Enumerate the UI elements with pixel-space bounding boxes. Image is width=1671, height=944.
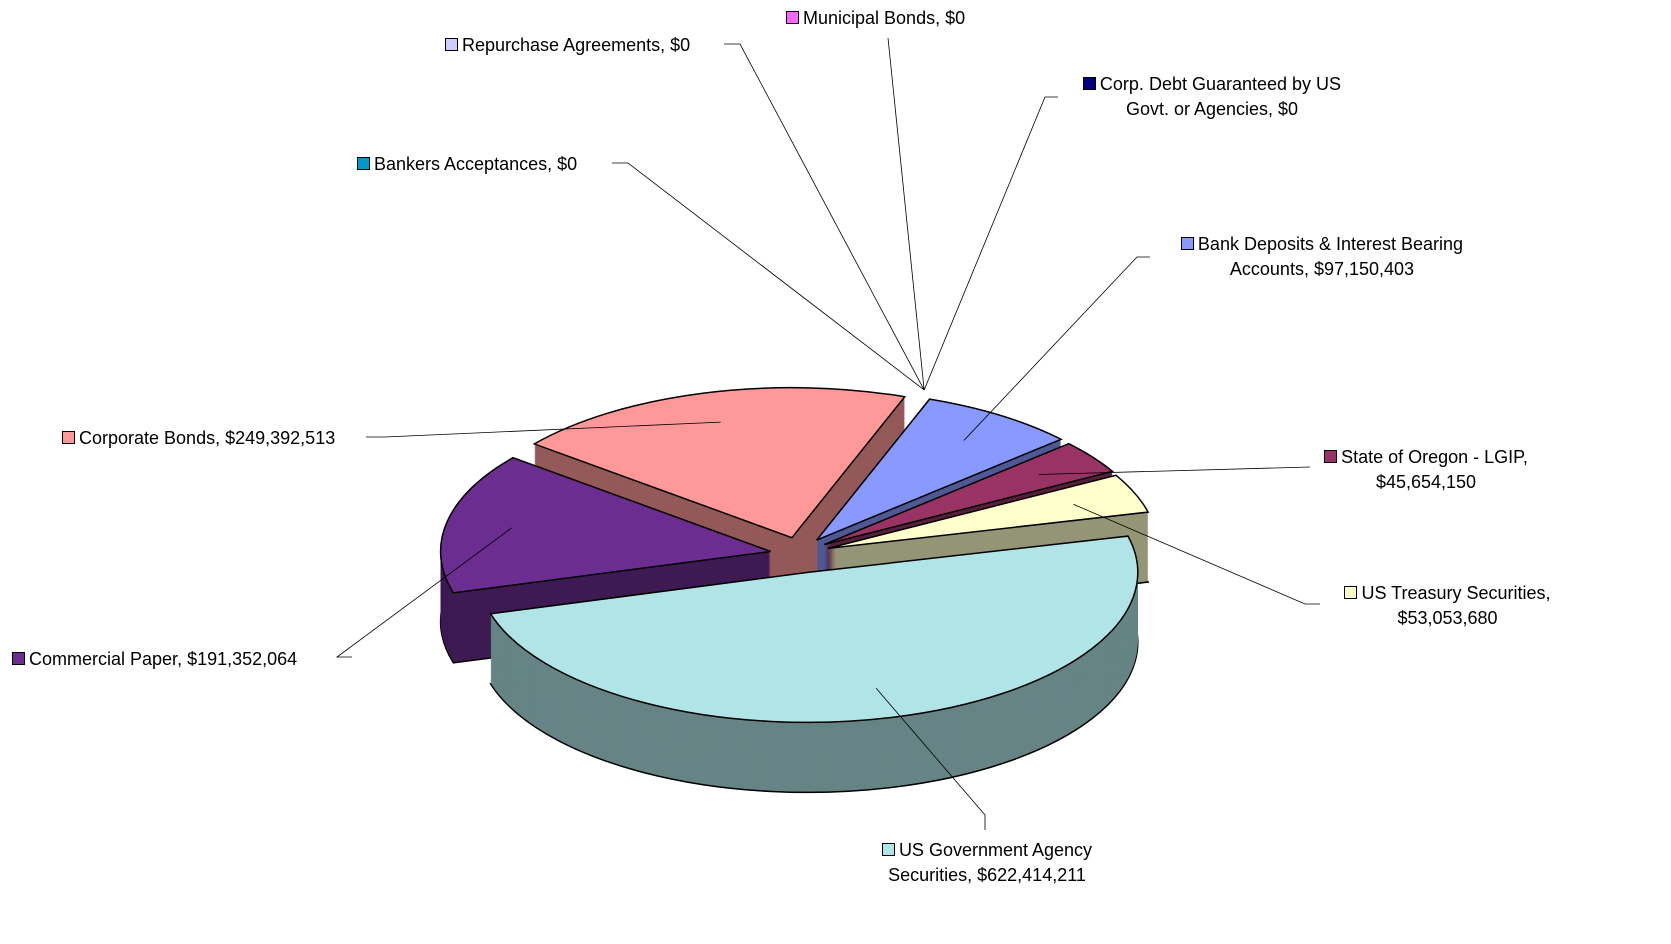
label-name: State of Oregon - LGIP xyxy=(1341,447,1523,467)
slice-label: US Government Agency Securities, $622,41… xyxy=(862,838,1112,888)
label-value: $249,392,513 xyxy=(225,428,336,448)
slice-label: US Treasury Securities, $53,053,680 xyxy=(1325,581,1570,631)
slice-top xyxy=(489,535,1139,724)
legend-swatch xyxy=(445,38,458,51)
label-value: $45,654,150 xyxy=(1375,472,1477,492)
legend-swatch xyxy=(1082,77,1096,90)
label-name: US Government Agency Securities xyxy=(888,840,1093,885)
slice-top xyxy=(824,442,1115,546)
label-value: $0 xyxy=(670,35,691,55)
leader-line xyxy=(366,421,721,438)
label-name: Corporate Bonds xyxy=(79,428,216,448)
pie-slice xyxy=(532,386,907,609)
label-name: Bank Deposits & Interest Bearing Account… xyxy=(1197,234,1464,279)
label-name: Commercial Paper xyxy=(29,649,178,669)
label-name: US Treasury Securities xyxy=(1361,583,1546,603)
leader-line xyxy=(1038,466,1311,475)
slice-label: Municipal Bonds, $0 xyxy=(786,6,1046,31)
leader-line xyxy=(335,527,512,658)
label-value: $622,414,211 xyxy=(977,865,1086,885)
leader-line xyxy=(887,37,925,390)
leader-line xyxy=(1073,503,1320,605)
slice-label: Bankers Acceptances, $0 xyxy=(357,152,617,177)
slice-top xyxy=(532,386,907,539)
legend-swatch xyxy=(12,652,25,665)
label-value: $0 xyxy=(945,8,966,28)
label-name: Municipal Bonds xyxy=(803,8,936,28)
slice-top xyxy=(827,474,1150,550)
label-name: Repurchase Agreements xyxy=(462,35,661,55)
leader-line xyxy=(724,43,925,391)
label-value: $0 xyxy=(557,154,578,174)
legend-swatch xyxy=(786,11,799,24)
label-value: $191,352,064 xyxy=(187,649,298,669)
label-value: $0 xyxy=(1278,99,1299,119)
leader-line xyxy=(612,162,925,391)
leader-line xyxy=(875,688,986,830)
label-name: Bankers Acceptances xyxy=(374,154,548,174)
slice-label: Corporate Bonds, $249,392,513 xyxy=(62,426,382,451)
slice-label: Commercial Paper, $191,352,064 xyxy=(12,647,352,672)
slice-label: Repurchase Agreements, $0 xyxy=(445,33,735,58)
legend-swatch xyxy=(62,431,75,444)
legend-swatch xyxy=(1344,586,1358,599)
slice-top xyxy=(439,456,771,594)
legend-swatch xyxy=(1180,237,1194,250)
leader-line xyxy=(923,96,1058,391)
label-value: $97,150,403 xyxy=(1313,259,1415,279)
slice-label: Corp. Debt Guaranteed by US Govt. or Age… xyxy=(1062,72,1362,122)
label-name: Corp. Debt Guaranteed by US Govt. or Age… xyxy=(1099,74,1342,119)
legend-swatch xyxy=(881,843,895,856)
slice-label: State of Oregon - LGIP, $45,654,150 xyxy=(1316,445,1536,495)
leader-line xyxy=(963,256,1150,441)
slice-top xyxy=(816,398,1063,541)
legend-swatch xyxy=(1324,450,1338,463)
slice-label: Bank Deposits & Interest Bearing Account… xyxy=(1157,232,1487,282)
label-value: $53,053,680 xyxy=(1397,608,1498,628)
pie-slice xyxy=(489,535,1139,794)
legend-swatch xyxy=(357,157,370,170)
